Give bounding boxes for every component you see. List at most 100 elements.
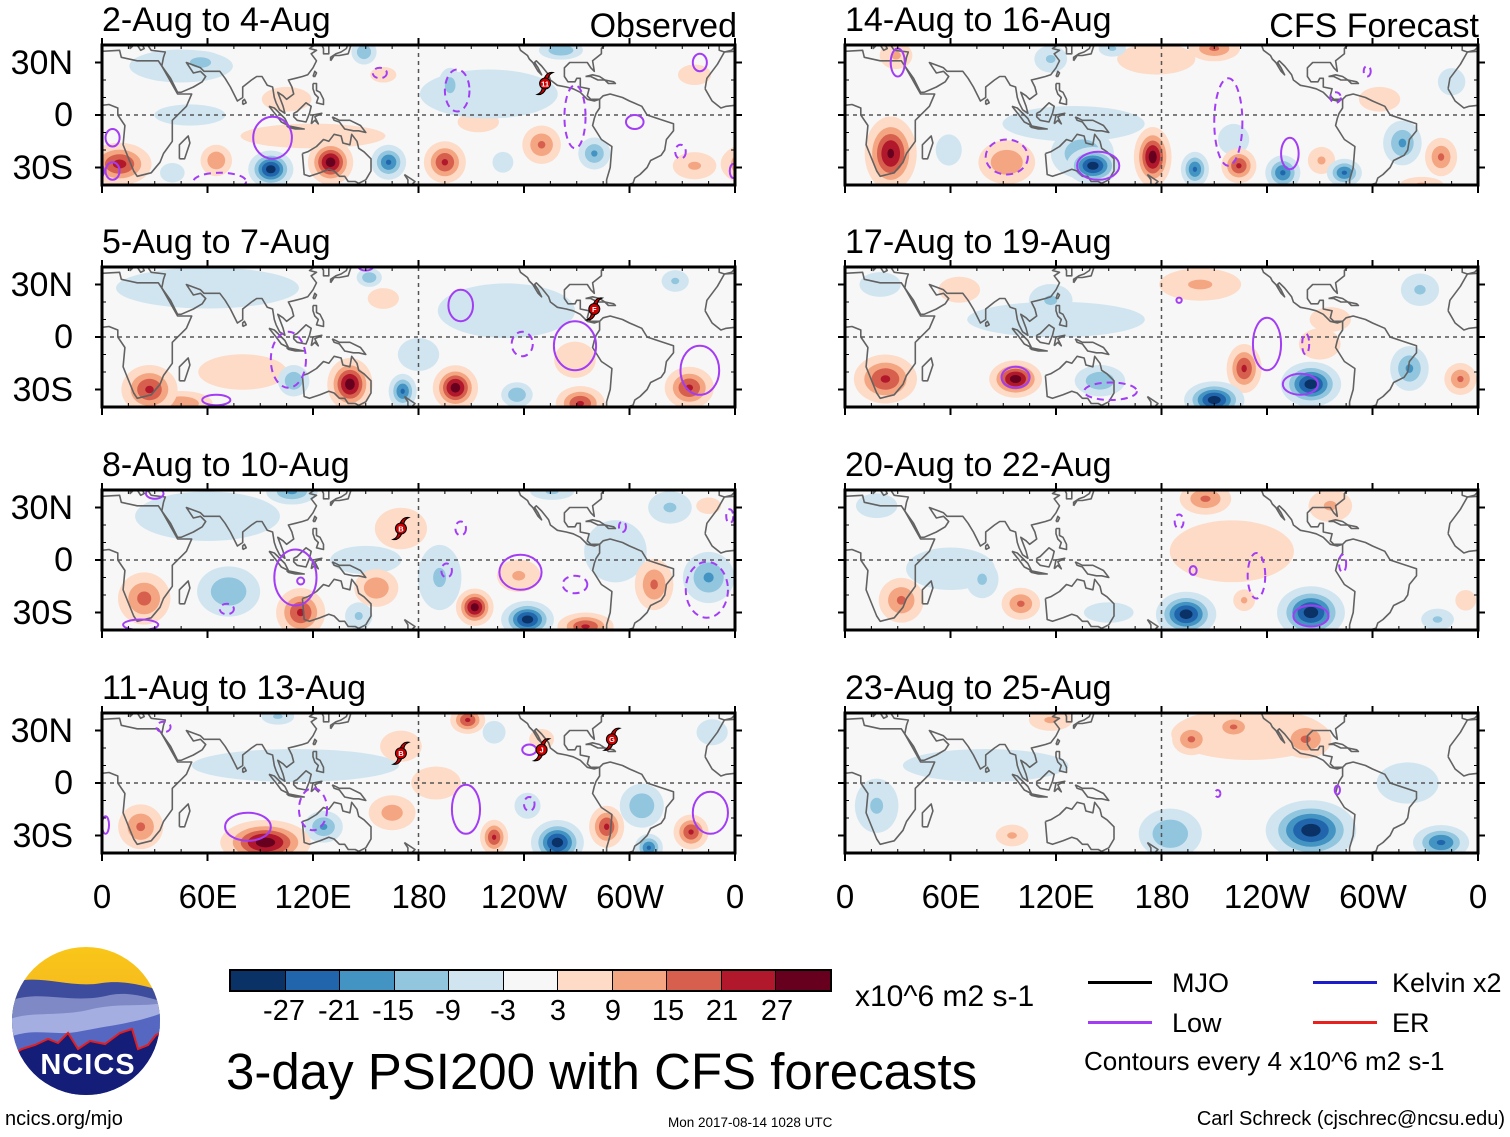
negative-anomaly — [1098, 45, 1126, 57]
tropical-cyclone-icon[interactable]: F — [584, 297, 605, 321]
anomaly-level-fill — [554, 341, 596, 378]
cyclone-core — [539, 77, 552, 90]
coastline — [312, 750, 325, 774]
low-contour-positive — [1188, 565, 1198, 576]
coastline — [591, 538, 675, 630]
anomaly-level-fill — [284, 371, 303, 390]
anomaly-level-fill — [1236, 163, 1242, 169]
positive-anomaly — [555, 386, 605, 407]
coastline — [1334, 93, 1418, 185]
negative-anomaly — [696, 719, 728, 746]
anomaly-level-fill — [397, 338, 440, 371]
colorbar-swatch — [721, 971, 777, 990]
low-contour-positive — [201, 393, 232, 407]
anomaly-level-fill — [1241, 364, 1247, 373]
tropical-cyclone-icon[interactable]: B — [391, 741, 411, 765]
tropical-cyclone-icon[interactable]: B — [391, 516, 411, 541]
coastline — [286, 346, 305, 352]
anomaly-level-fill — [1117, 45, 1196, 75]
positive-anomaly — [368, 795, 416, 831]
anomaly-level-fill — [354, 611, 363, 621]
anomaly-level-fill — [1436, 839, 1446, 846]
x-tick-label: 120W — [480, 878, 568, 915]
low-contour-negative — [440, 562, 453, 579]
coastline — [1055, 304, 1068, 328]
positive-anomaly — [1133, 126, 1172, 185]
negative-anomaly — [438, 67, 462, 103]
positive-anomaly — [1455, 589, 1477, 611]
positive-anomaly — [853, 354, 918, 404]
map-panel — [838, 706, 1485, 861]
anomaly-level-fill — [1108, 46, 1117, 51]
legend-line-low — [1088, 1021, 1152, 1024]
coastline — [517, 267, 607, 324]
y-tick-label: 30S — [12, 594, 74, 632]
negative-anomaly — [1413, 825, 1470, 853]
anomaly-level-fill — [859, 272, 901, 297]
coastline — [1146, 841, 1159, 853]
axis-ticks — [838, 38, 1485, 193]
low-contour-negative — [1083, 381, 1138, 401]
anomaly-level-fill — [603, 823, 610, 830]
negative-anomaly — [1280, 361, 1342, 407]
coastline — [871, 713, 878, 718]
positive-anomaly — [589, 805, 625, 848]
tropical-cyclone-icon[interactable]: J — [531, 738, 552, 762]
x-tick-label: 0 — [725, 878, 745, 915]
anomaly-level-fill — [255, 837, 276, 848]
anomaly-level-fill — [1300, 735, 1311, 744]
tropical-cyclone-icon[interactable]: 11 — [535, 71, 555, 96]
coastline — [1055, 527, 1068, 551]
coastline — [889, 713, 1073, 783]
negative-anomaly — [619, 783, 664, 828]
anomaly-level-fill — [437, 283, 576, 339]
low-contour-positive — [1333, 784, 1341, 796]
anomaly-level-fill — [272, 714, 283, 719]
coastline — [1146, 173, 1159, 185]
colorbar-swatch — [285, 971, 341, 990]
anomaly-level-fill — [296, 608, 305, 617]
positive-anomaly — [1444, 362, 1477, 396]
tropical-cyclone-icon[interactable]: G — [602, 727, 622, 751]
negative-anomaly — [1066, 146, 1120, 185]
negative-anomaly — [1265, 800, 1357, 853]
anomaly-level-fill — [650, 579, 658, 590]
cyclone-core — [605, 733, 618, 746]
coastline — [1035, 324, 1055, 345]
coastline — [921, 803, 934, 828]
source-url[interactable]: ncics.org/mjo — [5, 1108, 123, 1130]
anomaly-level-fill — [880, 375, 891, 383]
coastline — [845, 271, 936, 400]
anomaly-level-fill — [145, 385, 154, 394]
anomaly-level-fill — [1179, 609, 1193, 620]
negative-anomaly — [1138, 808, 1202, 853]
low-contour-negative — [523, 796, 536, 812]
anomaly-level-fill — [363, 577, 389, 599]
low-contour-positive — [104, 128, 121, 148]
negative-anomaly — [1034, 45, 1068, 73]
low-contour-positive — [1000, 365, 1031, 389]
anomaly-level-fill — [896, 595, 906, 605]
anomaly-level-fill — [1358, 86, 1401, 112]
coastline — [1347, 79, 1360, 85]
observed-label: Observed — [589, 7, 737, 45]
coastline — [331, 116, 367, 134]
anomaly-level-fill — [508, 387, 526, 402]
anomaly-level-fill — [465, 717, 471, 723]
low-contour-negative — [1213, 77, 1244, 167]
coastlines — [102, 713, 735, 853]
anomaly-level-fill — [1341, 170, 1348, 175]
anomaly-level-fill — [584, 520, 647, 583]
coastline — [1035, 770, 1055, 791]
anomaly-level-fill — [160, 162, 185, 183]
low-contour-positive — [296, 576, 306, 586]
coastline — [1074, 784, 1110, 802]
coastline — [128, 267, 135, 272]
coastline — [102, 49, 193, 178]
legend-line-kelvin — [1313, 981, 1377, 984]
coastline — [331, 784, 367, 802]
coastline — [1074, 338, 1110, 356]
coastline — [178, 803, 191, 828]
coastline — [871, 45, 878, 50]
coastline — [1029, 346, 1048, 352]
